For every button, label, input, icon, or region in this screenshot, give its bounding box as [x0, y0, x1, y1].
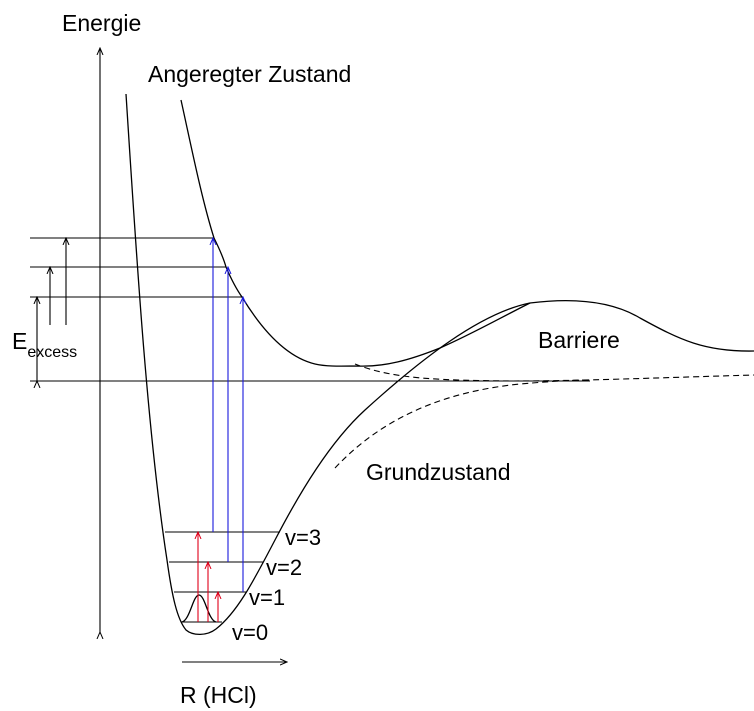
excited-state-curve — [180, 99, 531, 367]
r-axis-label: R (HCl) — [180, 682, 257, 708]
diabatic-dashed-lower — [334, 379, 591, 469]
energy-axis-label: Energie — [62, 10, 141, 36]
level-label-v3: v=3 — [285, 525, 321, 550]
excess-energy-main: E — [12, 328, 27, 354]
ground-state-curve — [125, 93, 754, 636]
ground-state-label: Grundzustand — [366, 459, 510, 485]
wavefunction-v0 — [181, 594, 217, 623]
level-label-v1: v=1 — [249, 585, 285, 610]
excess-energy-label: Eexcess — [12, 328, 77, 361]
excited-state-label: Angeregter Zustand — [148, 61, 351, 87]
level-label-v2: v=2 — [266, 555, 302, 580]
level-label-v0: v=0 — [232, 620, 268, 645]
barrier-label: Barriere — [538, 327, 620, 353]
diabatic-dashed-upper — [354, 363, 754, 382]
excess-energy-subscript: excess — [27, 344, 77, 361]
